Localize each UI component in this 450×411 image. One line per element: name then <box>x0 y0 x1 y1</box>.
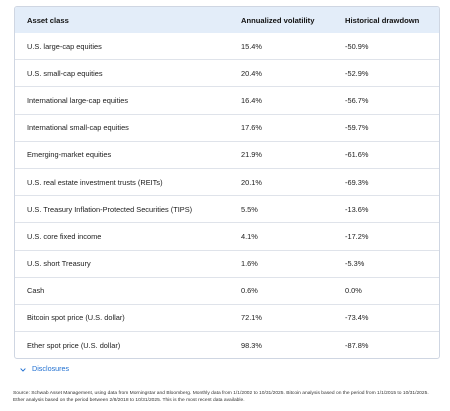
table-row: U.S. core fixed income 4.1% -17.2% <box>15 222 439 250</box>
table-row: Bitcoin spot price (U.S. dollar) 72.1% -… <box>15 303 439 332</box>
volatility-cell: 1.6% <box>241 249 345 278</box>
volatility-cell: 0.6% <box>241 276 345 305</box>
drawdown-cell: -13.6% <box>345 195 439 223</box>
disclosures-label: Disclosures <box>32 364 70 373</box>
asset-class-cell: Ether spot price (U.S. dollar) <box>15 331 241 359</box>
table-header-row: Asset class Annualized volatility Histor… <box>15 7 439 33</box>
drawdown-cell: -50.9% <box>345 41 369 51</box>
volatility-cell: 16.4% <box>241 86 345 115</box>
drawdown-cell: -59.7% <box>345 113 439 142</box>
drawdown-cell: -56.7% <box>345 86 439 115</box>
table-row: U.S. small-cap equities 20.4% -52.9% <box>15 59 439 87</box>
volatility-cell: 98.3% <box>241 331 345 359</box>
volatility-cell: 15.4% <box>241 41 262 51</box>
volatility-cell: 17.6% <box>241 113 345 142</box>
asset-class-cell: U.S. short Treasury <box>15 249 241 278</box>
asset-class-cell: U.S. small-cap equities <box>15 59 241 87</box>
table-row: U.S. large-cap equities 15.4% -50.9% <box>15 33 439 60</box>
asset-class-table-container: Asset class Annualized volatility Histor… <box>14 6 440 360</box>
drawdown-cell: -52.9% <box>345 59 439 87</box>
asset-class-cell: International small-cap equities <box>15 113 241 142</box>
volatility-cell: 4.1% <box>241 222 345 250</box>
drawdown-cell: -61.6% <box>345 140 439 169</box>
source-footnote: Source: Schwab Asset Management, using d… <box>13 391 429 403</box>
column-header-annualized-volatility: Annualized volatility <box>241 7 345 33</box>
volatility-cell: 5.5% <box>241 195 345 223</box>
asset-class-cell: Bitcoin spot price (U.S. dollar) <box>15 303 241 332</box>
table-row: International small-cap equities 17.6% -… <box>15 113 439 142</box>
volatility-cell: 21.9% <box>241 140 345 169</box>
asset-class-cell: U.S. large-cap equities <box>27 41 102 51</box>
drawdown-cell: 0.0% <box>345 276 439 305</box>
drawdown-cell: -87.8% <box>345 331 439 359</box>
volatility-cell: 72.1% <box>241 303 345 332</box>
volatility-cell: 20.4% <box>241 59 345 87</box>
asset-class-cell: U.S. core fixed income <box>15 222 241 250</box>
drawdown-cell: -17.2% <box>345 222 439 250</box>
table-row: U.S. Treasury Inflation-Protected Securi… <box>15 195 439 223</box>
column-header-asset-class: Asset class <box>15 7 241 33</box>
column-header-historical-drawdown: Historical drawdown <box>345 7 439 33</box>
chevron-down-icon <box>20 366 26 372</box>
asset-class-cell: International large-cap equities <box>15 86 241 115</box>
drawdown-cell: -73.4% <box>345 303 439 332</box>
table-row: Emerging-market equities 21.9% -61.6% <box>15 140 439 169</box>
table-body: U.S. large-cap equities 15.4% -50.9% U.S… <box>15 33 439 359</box>
drawdown-cell: -5.3% <box>345 249 439 278</box>
volatility-cell: 20.1% <box>241 167 345 196</box>
asset-class-table: Asset class Annualized volatility Histor… <box>15 7 439 359</box>
drawdown-cell: -69.3% <box>345 167 439 196</box>
table-row: Cash 0.6% 0.0% <box>15 276 439 305</box>
table-row: U.S. short Treasury 1.6% -5.3% <box>15 249 439 278</box>
table-header: Asset class Annualized volatility Histor… <box>15 7 439 33</box>
table-row: U.S. real estate investment trusts (REIT… <box>15 167 439 196</box>
asset-class-cell: Cash <box>15 276 241 305</box>
table-row: Ether spot price (U.S. dollar) 98.3% -87… <box>15 331 439 359</box>
disclosures-toggle[interactable]: Disclosures <box>20 364 69 373</box>
asset-class-cell: Emerging-market equities <box>15 140 241 169</box>
asset-class-cell: U.S. real estate investment trusts (REIT… <box>15 167 241 196</box>
asset-class-cell: U.S. Treasury Inflation-Protected Securi… <box>15 195 241 223</box>
table-row: International large-cap equities 16.4% -… <box>15 86 439 115</box>
